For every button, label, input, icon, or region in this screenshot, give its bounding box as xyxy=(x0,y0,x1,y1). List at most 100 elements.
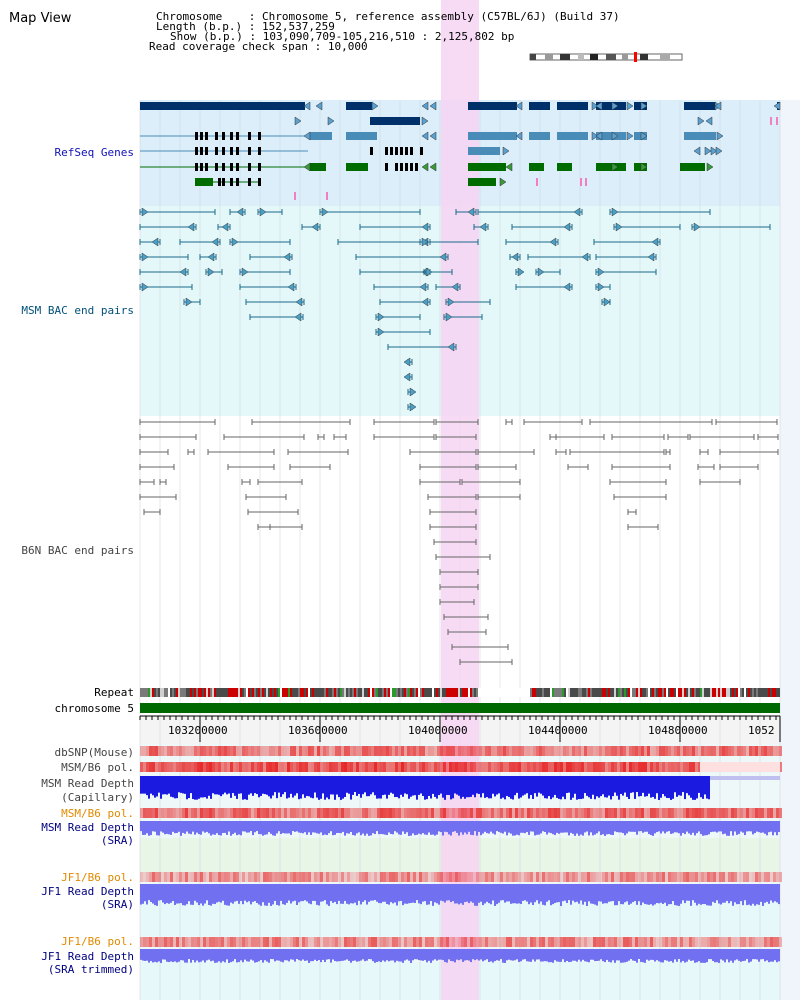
depth-bar xyxy=(538,821,540,835)
strip-cell xyxy=(683,937,686,947)
track-label-jf1-depth-trimmed[interactable]: JF1 Read Depth xyxy=(41,950,134,963)
depth-bar xyxy=(578,776,580,800)
depth-bar xyxy=(408,949,410,961)
strip-cell xyxy=(140,937,143,947)
depth-bar xyxy=(516,884,518,904)
depth-bar xyxy=(528,949,530,962)
depth-bar xyxy=(206,776,208,799)
strip-cell xyxy=(215,746,218,756)
track-label-b6n-bac[interactable]: B6N BAC end pairs xyxy=(21,544,134,557)
depth-bar xyxy=(168,821,170,835)
depth-bar xyxy=(572,949,574,961)
track-label-repeat[interactable]: Repeat xyxy=(94,686,134,699)
track-label-msm-depth-capillary[interactable]: MSM Read Depth xyxy=(41,777,134,790)
depth-bar xyxy=(618,949,620,961)
strip-cell xyxy=(251,762,254,772)
depth-bar xyxy=(496,776,498,795)
strip-cell xyxy=(695,808,698,818)
depth-bar xyxy=(328,821,330,834)
depth-bar xyxy=(548,776,550,797)
repeat-segment xyxy=(684,688,686,697)
track-label-dbsnp[interactable]: dbSNP(Mouse) xyxy=(54,746,134,759)
gene-strand-arrow xyxy=(429,162,437,172)
strip-cell xyxy=(548,872,551,882)
depth-bar xyxy=(608,776,610,796)
repeat-segment xyxy=(698,688,700,697)
b6n-bac-pair xyxy=(667,434,689,440)
depth-bar xyxy=(176,884,178,904)
repeat-segment xyxy=(426,688,428,697)
track-label-refseq[interactable]: RefSeq Genes xyxy=(54,146,134,159)
strip-cell xyxy=(353,872,356,882)
strip-cell xyxy=(440,762,443,772)
depth-bar xyxy=(494,776,496,797)
repeat-segment xyxy=(184,688,186,697)
strip-cell xyxy=(350,762,353,772)
gene-strand-arrow xyxy=(611,131,619,141)
strip-cell xyxy=(527,762,530,772)
depth-bar xyxy=(588,949,590,963)
depth-bar xyxy=(488,776,490,799)
depth-bar xyxy=(168,884,170,904)
depth-bar xyxy=(230,884,232,903)
gene-exon xyxy=(410,147,413,155)
repeat-segment xyxy=(148,688,150,697)
strip-cell xyxy=(650,872,653,882)
repeat-segment xyxy=(752,688,754,697)
depth-bar xyxy=(190,776,192,794)
depth-bar xyxy=(232,949,234,962)
depth-bar xyxy=(294,949,296,962)
strip-cell xyxy=(206,762,209,772)
strip-cell xyxy=(290,937,293,947)
ideogram-band xyxy=(660,54,670,60)
track-label-jf1-b6-pol-1[interactable]: JF1/B6 pol. xyxy=(61,871,134,884)
strip-cell xyxy=(320,937,323,947)
depth-bar xyxy=(166,949,168,962)
track-label-msm-b6-pol-1[interactable]: MSM/B6 pol. xyxy=(61,761,134,774)
depth-bar xyxy=(414,821,416,836)
track-label-msm-depth-sra[interactable]: MSM Read Depth xyxy=(41,821,134,834)
strip-cell xyxy=(488,872,491,882)
strip-cell xyxy=(560,746,563,756)
strip-cell xyxy=(524,872,527,882)
depth-bar xyxy=(640,884,642,906)
depth-bar xyxy=(736,821,738,835)
track-label-jf1-depth-sra[interactable]: JF1 Read Depth xyxy=(41,885,134,898)
depth-bar xyxy=(374,884,376,901)
gene-exon xyxy=(222,147,225,155)
ideogram-band xyxy=(530,54,536,60)
depth-bar xyxy=(534,884,536,903)
depth-bar xyxy=(220,821,222,836)
strip-cell xyxy=(389,746,392,756)
depth-bar xyxy=(320,949,322,963)
depth-bar xyxy=(304,821,306,833)
repeat-segment xyxy=(610,688,612,697)
track-label-chromosome[interactable]: chromosome 5 xyxy=(54,702,134,715)
track-label-msm-bac[interactable]: MSM BAC end pairs xyxy=(21,304,134,317)
strip-cell xyxy=(203,762,206,772)
strip-cell xyxy=(650,937,653,947)
info-span-label: Read coverage check span xyxy=(149,40,308,53)
depth-bar xyxy=(686,884,688,901)
depth-bar xyxy=(176,776,178,799)
depth-bar xyxy=(390,821,392,835)
gene-exon xyxy=(385,163,388,171)
strip-cell xyxy=(380,808,383,818)
depth-bar xyxy=(318,821,320,834)
depth-bar xyxy=(558,821,560,834)
b6n-bac-pair xyxy=(569,449,665,455)
repeat-segment xyxy=(642,688,644,697)
depth-bar xyxy=(258,884,260,905)
strip-cell xyxy=(143,808,146,818)
strip-cell xyxy=(311,808,314,818)
strip-cell xyxy=(506,872,509,882)
b6n-bac-pair xyxy=(257,479,303,485)
strip-cell xyxy=(698,937,701,947)
repeat-segment xyxy=(696,688,698,697)
strip-cell xyxy=(641,872,644,882)
track-label-jf1-b6-pol-2[interactable]: JF1/B6 pol. xyxy=(61,935,134,948)
strip-cell xyxy=(185,808,188,818)
track-label-msm-b6-pol-2[interactable]: MSM/B6 pol. xyxy=(61,807,134,820)
depth-bar xyxy=(734,949,736,961)
